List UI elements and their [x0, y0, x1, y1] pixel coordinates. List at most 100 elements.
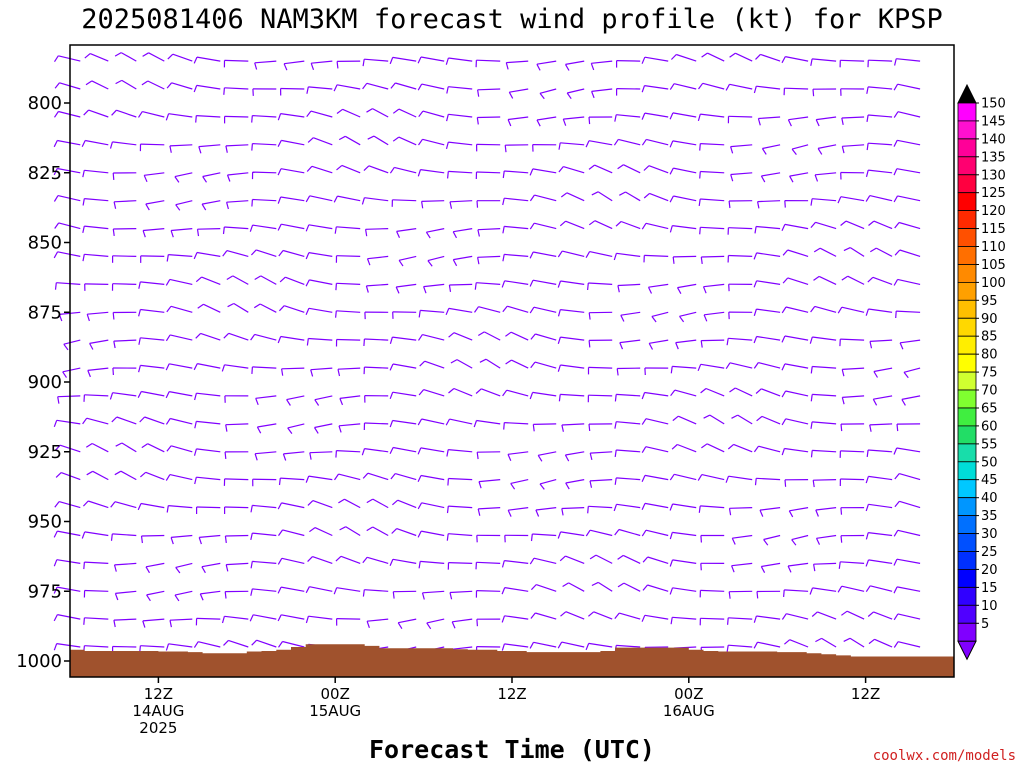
- wind-barb: [282, 451, 305, 461]
- wind-barb: [198, 534, 221, 545]
- wind-barb: [251, 366, 277, 374]
- wind-barb: [252, 478, 277, 487]
- wind-barb: [366, 526, 389, 537]
- wind-barb: [699, 143, 725, 151]
- wind-barb: [166, 445, 193, 453]
- wind-barb: [753, 308, 781, 316]
- colorbar-tick-label: 15: [981, 581, 998, 596]
- wind-barb: [840, 534, 865, 543]
- wind-barb: [113, 562, 137, 572]
- wind-barb: [113, 200, 137, 209]
- wind-barb: [475, 561, 501, 570]
- wind-barb: [700, 387, 725, 397]
- wind-barb: [725, 475, 753, 483]
- wind-barb: [475, 388, 501, 397]
- wind-barb: [839, 478, 865, 487]
- wind-barb: [112, 367, 137, 376]
- y-tick-label: 925: [28, 442, 62, 463]
- wind-barb: [698, 198, 725, 206]
- wind-barb: [339, 395, 361, 406]
- colorbar-swatch: [957, 156, 977, 176]
- wind-barb: [166, 305, 193, 313]
- wind-barb: [810, 221, 837, 230]
- wind-barb: [224, 590, 249, 599]
- wind-barb: [389, 166, 417, 174]
- wind-barb: [589, 479, 613, 488]
- wind-barb: [539, 479, 557, 490]
- wind-barb: [501, 280, 529, 288]
- wind-barb: [585, 140, 613, 148]
- wind-barb: [476, 534, 501, 543]
- wind-barb: [812, 88, 837, 97]
- wind-barb: [81, 531, 109, 539]
- wind-barb: [700, 255, 725, 264]
- wind-barb: [366, 255, 389, 266]
- colorbar-swatch: [957, 138, 977, 158]
- wind-barb: [616, 367, 641, 376]
- wind-barb: [837, 585, 865, 593]
- wind-barb: [810, 393, 837, 402]
- wind-barb: [641, 85, 669, 93]
- wind-barb: [558, 166, 585, 174]
- colorbar-tick-label: 60: [981, 419, 998, 434]
- wind-barb: [277, 557, 305, 565]
- wind-barb: [557, 531, 585, 539]
- wind-barb: [507, 451, 529, 461]
- wind-barb: [363, 422, 389, 431]
- wind-barb: [731, 562, 753, 573]
- wind-barb: [392, 108, 417, 118]
- wind-barb: [619, 191, 641, 202]
- wind-barb: [361, 197, 389, 205]
- wind-barb: [672, 415, 697, 425]
- wind-barb: [728, 200, 753, 209]
- wind-barb: [675, 339, 697, 350]
- wind-barb: [137, 111, 165, 118]
- x-tick-label: 16AUG: [663, 702, 715, 720]
- wind-barb: [81, 139, 109, 148]
- wind-barb: [111, 255, 137, 263]
- wind-barb: [643, 254, 669, 263]
- wind-barb: [869, 247, 893, 257]
- wind-barb: [143, 172, 165, 183]
- wind-barb: [700, 534, 725, 543]
- wind-barb: [476, 116, 501, 125]
- wind-barb: [335, 282, 361, 291]
- wind-barb: [562, 582, 585, 592]
- wind-barb: [249, 614, 277, 622]
- wind-barb: [109, 392, 137, 400]
- wind-barb: [530, 584, 557, 592]
- wind-barb: [477, 331, 501, 341]
- wind-barb: [791, 534, 809, 546]
- chart-title: 2025081406 NAM3KM forecast wind profile …: [81, 4, 943, 35]
- wind-barb: [448, 387, 473, 397]
- x-tick-label: 12Z: [851, 685, 880, 703]
- wind-barb: [417, 502, 445, 510]
- colorbar-tick-label: 135: [981, 150, 1006, 165]
- wind-barb: [501, 615, 529, 623]
- wind-barb: [841, 610, 865, 620]
- wind-barb: [83, 561, 109, 570]
- colorbar-tick-label: 125: [981, 186, 1006, 201]
- wind-barb: [417, 418, 445, 426]
- wind-barb: [647, 283, 669, 294]
- wind-barb: [169, 618, 193, 628]
- wind-barb: [417, 169, 445, 177]
- wind-barb: [306, 110, 333, 118]
- wind-barb: [223, 59, 249, 68]
- wind-barb: [389, 363, 417, 371]
- wind-barb: [193, 84, 221, 93]
- wind-barb: [140, 534, 165, 544]
- wind-barb: [866, 142, 893, 151]
- wind-barb: [566, 88, 585, 100]
- wind-barb: [865, 169, 893, 178]
- wind-barb: [669, 473, 697, 481]
- wind-barb: [476, 200, 501, 208]
- wind-barb: [53, 530, 81, 538]
- wind-barb: [505, 60, 529, 70]
- wind-barb: [787, 562, 809, 573]
- wind-barb: [137, 502, 165, 511]
- wind-barb: [557, 280, 585, 288]
- wind-barb: [281, 367, 305, 376]
- wind-barb: [336, 164, 361, 174]
- wind-barb: [560, 192, 585, 202]
